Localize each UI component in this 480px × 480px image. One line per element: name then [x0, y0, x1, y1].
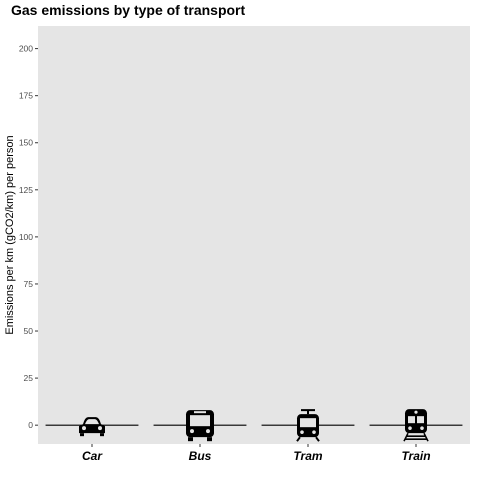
- y-tick-label: 25: [24, 373, 34, 383]
- y-tick-label: 200: [19, 44, 33, 54]
- y-tick-label: 75: [24, 279, 34, 289]
- y-tick-label: 0: [28, 420, 33, 430]
- tram-icon: [296, 409, 320, 442]
- plot-panel: [38, 26, 470, 444]
- train-icon: [403, 409, 429, 442]
- car-icon: [79, 417, 105, 437]
- chart-title: Gas emissions by type of transport: [11, 2, 246, 18]
- chart-marks: [45, 409, 463, 442]
- x-tick-label-car: Car: [82, 449, 103, 463]
- bus-icon: [186, 410, 214, 442]
- x-tick-label-train: Train: [401, 449, 430, 463]
- x-axis: Car Bus Tram Train: [82, 444, 431, 463]
- y-tick-label: 50: [24, 326, 34, 336]
- y-tick-label: 125: [19, 185, 33, 195]
- y-axis-label: Emissions per km (gCO2/km) per person: [4, 135, 16, 334]
- x-tick-label-bus: Bus: [189, 449, 212, 463]
- y-tick-label: 100: [19, 232, 33, 242]
- x-tick-label-tram: Tram: [293, 449, 322, 463]
- y-tick-label: 175: [19, 91, 33, 101]
- y-tick-label: 150: [19, 138, 33, 148]
- y-axis: 0 25 50 75 100 125 150 175 200: [19, 44, 38, 430]
